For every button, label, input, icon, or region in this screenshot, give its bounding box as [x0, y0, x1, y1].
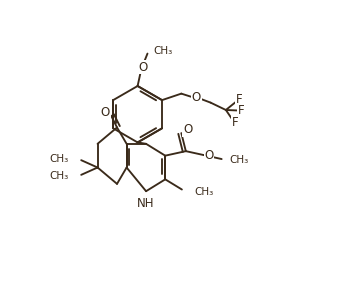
Text: O: O [204, 149, 213, 162]
Text: F: F [232, 116, 238, 129]
Text: O: O [192, 91, 201, 104]
Text: O: O [183, 123, 192, 136]
Text: CH₃: CH₃ [49, 171, 69, 181]
Text: CH₃: CH₃ [153, 46, 172, 56]
Text: F: F [236, 93, 242, 106]
Text: NH: NH [137, 197, 155, 210]
Text: CH₃: CH₃ [49, 154, 69, 164]
Text: CH₃: CH₃ [229, 155, 248, 165]
Text: CH₃: CH₃ [194, 187, 213, 197]
Text: O: O [139, 61, 148, 74]
Text: O: O [101, 106, 110, 119]
Text: F: F [238, 104, 245, 117]
